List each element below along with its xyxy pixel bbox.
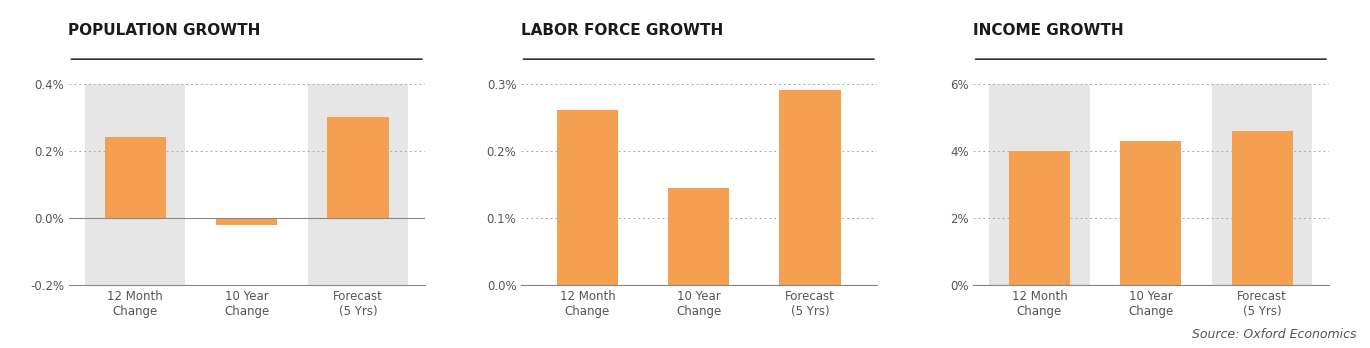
Text: Source: Oxford Economics: Source: Oxford Economics (1192, 328, 1356, 341)
Bar (216, 218, 277, 225)
Bar (556, 110, 618, 285)
Bar (1232, 130, 1293, 285)
Bar (1008, 151, 1070, 285)
Text: LABOR FORCE GROWTH: LABOR FORCE GROWTH (521, 23, 723, 38)
Text: INCOME GROWTH: INCOME GROWTH (973, 23, 1123, 38)
Bar (989, 84, 1089, 285)
Text: POPULATION GROWTH: POPULATION GROWTH (68, 23, 260, 38)
Bar (308, 84, 408, 285)
Bar (104, 137, 166, 218)
Bar (327, 117, 389, 218)
Bar (1212, 84, 1312, 285)
Bar (1121, 141, 1181, 285)
Bar (669, 188, 729, 285)
Bar (85, 84, 185, 285)
Bar (780, 90, 841, 285)
